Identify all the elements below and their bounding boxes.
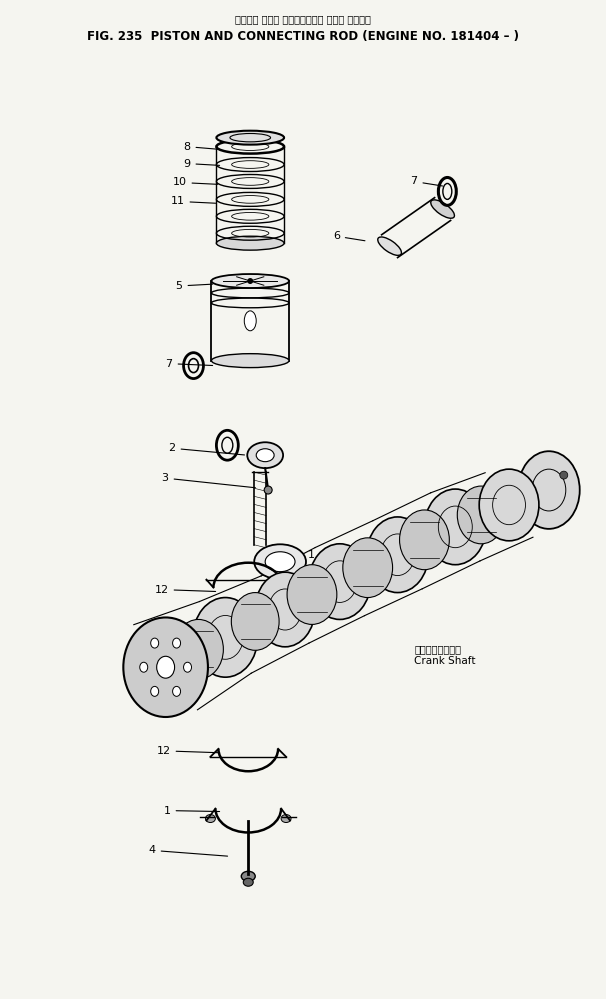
Ellipse shape	[184, 662, 191, 672]
Text: 8: 8	[184, 142, 219, 152]
Ellipse shape	[173, 638, 181, 648]
Ellipse shape	[126, 620, 205, 714]
Circle shape	[247, 278, 253, 284]
Circle shape	[560, 472, 568, 480]
Text: 1: 1	[298, 549, 315, 559]
Ellipse shape	[378, 237, 401, 256]
Text: 7: 7	[410, 177, 442, 187]
Text: 7: 7	[165, 359, 213, 369]
Ellipse shape	[343, 537, 393, 597]
Ellipse shape	[211, 274, 289, 288]
Text: 4: 4	[148, 845, 228, 856]
Circle shape	[264, 487, 272, 495]
Ellipse shape	[458, 487, 505, 543]
Text: FIG. 235  PISTON AND CONNECTING ROD (ENGINE NO. 181404 – ): FIG. 235 PISTON AND CONNECTING ROD (ENGI…	[87, 30, 519, 43]
Ellipse shape	[211, 354, 289, 368]
Ellipse shape	[424, 490, 486, 564]
Ellipse shape	[244, 311, 256, 331]
Text: Crank Shaft: Crank Shaft	[415, 656, 476, 666]
Ellipse shape	[281, 814, 291, 822]
Ellipse shape	[367, 516, 428, 592]
Text: クランクシャフト: クランクシャフト	[415, 644, 462, 654]
Ellipse shape	[157, 656, 175, 678]
Ellipse shape	[518, 452, 580, 528]
Ellipse shape	[243, 878, 253, 886]
Text: 3: 3	[162, 474, 256, 488]
Ellipse shape	[309, 543, 371, 619]
Ellipse shape	[431, 200, 454, 218]
Ellipse shape	[255, 572, 315, 646]
Ellipse shape	[265, 551, 295, 571]
Ellipse shape	[216, 131, 284, 145]
Ellipse shape	[173, 619, 224, 679]
Text: 10: 10	[173, 178, 218, 188]
Text: 12: 12	[156, 746, 219, 756]
Ellipse shape	[151, 686, 159, 696]
Ellipse shape	[173, 686, 181, 696]
Ellipse shape	[399, 509, 449, 569]
Text: 1: 1	[164, 805, 219, 815]
Ellipse shape	[140, 662, 148, 672]
Text: 11: 11	[170, 197, 216, 207]
Ellipse shape	[247, 443, 283, 469]
Ellipse shape	[216, 236, 284, 250]
Ellipse shape	[124, 617, 208, 717]
Ellipse shape	[231, 592, 279, 650]
Text: 2: 2	[168, 444, 244, 455]
Ellipse shape	[205, 814, 215, 822]
Text: 5: 5	[176, 281, 213, 291]
Ellipse shape	[241, 871, 255, 881]
Text: 9: 9	[184, 159, 219, 169]
Text: ピストン および コネクティング ロッド 適用号機: ピストン および コネクティング ロッド 適用号機	[235, 14, 371, 24]
Ellipse shape	[151, 638, 159, 648]
Text: 6: 6	[333, 231, 365, 241]
Ellipse shape	[193, 597, 258, 677]
Ellipse shape	[479, 470, 539, 540]
Ellipse shape	[287, 564, 337, 624]
Ellipse shape	[256, 449, 274, 462]
Ellipse shape	[255, 544, 306, 579]
Text: 12: 12	[155, 584, 216, 594]
